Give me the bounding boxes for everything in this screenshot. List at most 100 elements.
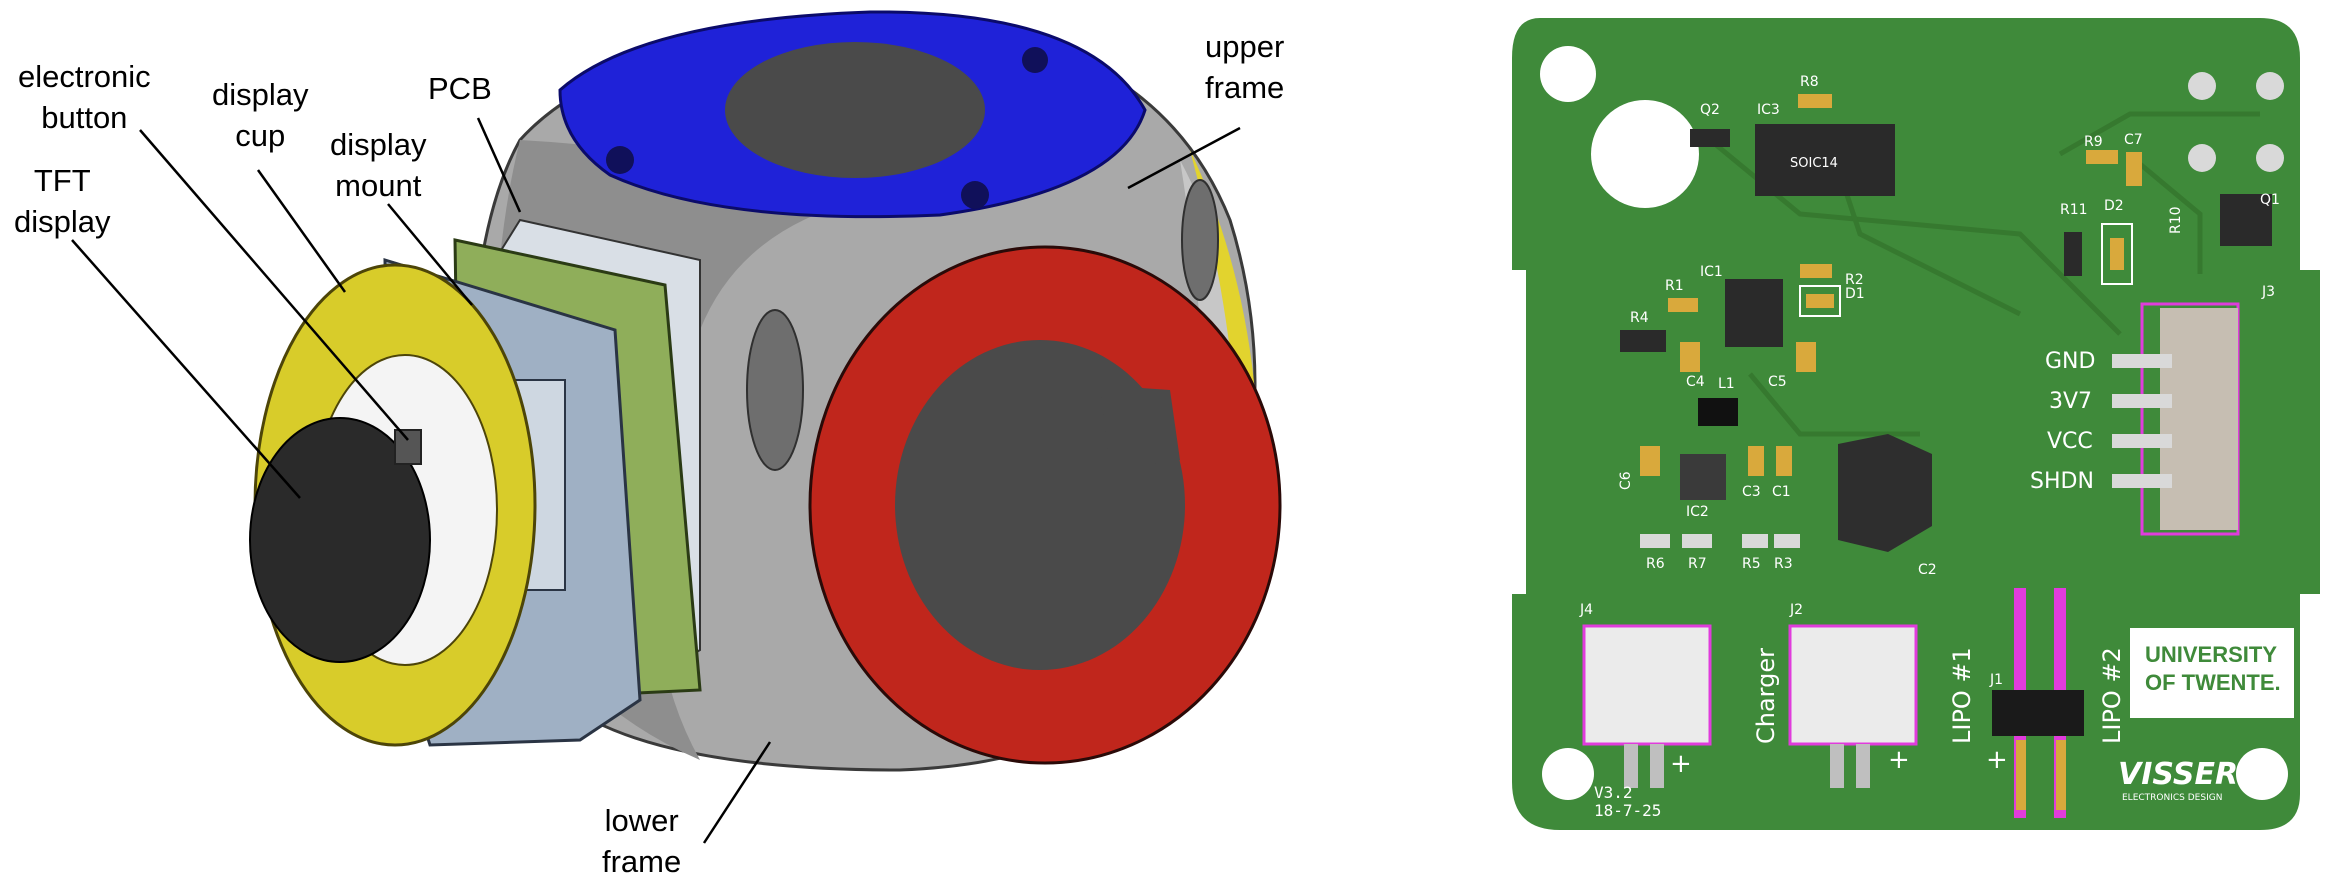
- j2-pin: [1856, 744, 1870, 788]
- pcb-layout: Q2 SOIC14 IC3 R8 R9 C7 Q1 R11 D2 R10 IC1…: [1512, 18, 2320, 830]
- ref-c7: C7: [2124, 132, 2143, 148]
- upper-frame-hole: [1022, 47, 1048, 73]
- r6-body: [1640, 534, 1670, 548]
- q2-body: [1690, 129, 1730, 147]
- ic1-body: [1725, 279, 1783, 347]
- j3-pin: [2112, 434, 2172, 448]
- c3-body: [1748, 446, 1764, 476]
- r5-body: [1742, 534, 1768, 548]
- j3-pin: [2112, 394, 2172, 408]
- mounting-hole: [1540, 46, 1596, 102]
- j3-pin: [2112, 474, 2172, 488]
- tft-display-shape: [249, 417, 431, 663]
- ref-j3: J3: [2261, 284, 2275, 300]
- upper-frame-hole: [606, 146, 634, 174]
- d2-pad: [2110, 238, 2124, 270]
- visser-logo: VISSER: [2118, 757, 2238, 792]
- leader-upper-frame: [1127, 126, 1241, 190]
- date-text: 18-7-25: [1594, 801, 1661, 820]
- label-charger: Charger: [1752, 648, 1780, 744]
- ref-r5: R5: [1742, 556, 1761, 572]
- ref-c4: C4: [1686, 374, 1705, 390]
- j4-pin: [1624, 744, 1638, 788]
- leader-electronic-button: [139, 129, 409, 441]
- c1-body: [1776, 446, 1792, 476]
- ic2-body: [1680, 454, 1726, 500]
- mounting-hole: [2236, 748, 2288, 800]
- ref-r7: R7: [1688, 556, 1707, 572]
- side-slot: [1181, 179, 1219, 301]
- j1-lead: [2016, 740, 2026, 810]
- r2-body: [1800, 264, 1832, 278]
- pad: [2188, 72, 2216, 100]
- l1-body: [1698, 398, 1738, 426]
- ref-r2: R2: [1845, 272, 1864, 288]
- j4-body: [1582, 624, 1712, 746]
- label-electronic-button: electronic button: [18, 59, 151, 135]
- ref-q2: Q2: [1700, 102, 1720, 118]
- pin-label-3v7: 3V7: [2049, 389, 2092, 414]
- side-ring-notch: [1100, 385, 1180, 470]
- j3-body: [2160, 308, 2238, 530]
- ref-j4: J4: [1579, 602, 1593, 618]
- leader-lower-frame: [702, 741, 772, 844]
- pin-label-gnd: GND: [2045, 349, 2095, 374]
- ref-c1: C1: [1772, 484, 1791, 500]
- j2-body: [1788, 624, 1918, 746]
- ref-r8: R8: [1800, 74, 1819, 90]
- j1-lead: [2056, 740, 2066, 810]
- c5-body: [1796, 342, 1816, 372]
- label-lower-frame: lower frame: [602, 803, 682, 879]
- j3-pin: [2112, 354, 2172, 368]
- version-text: V3.2: [1594, 783, 1633, 802]
- c6-body: [1640, 446, 1660, 476]
- pad: [2188, 144, 2216, 172]
- mounting-hole: [1542, 748, 1594, 800]
- j1-body: [1992, 690, 2084, 736]
- d1-pad: [1806, 294, 1834, 308]
- ut-logo-line2: OF TWENTE.: [2145, 670, 2281, 695]
- r11-body: [2064, 232, 2082, 276]
- ref-j2: J2: [1789, 602, 1803, 618]
- j4-plus: +: [1670, 749, 1692, 779]
- ref-c6: C6: [1618, 471, 1634, 490]
- r7-body: [1682, 534, 1712, 548]
- c4-body: [1680, 342, 1700, 372]
- c7-body: [2126, 152, 2142, 186]
- ref-q1: Q1: [2260, 192, 2280, 208]
- upper-frame-hole: [961, 181, 989, 209]
- ref-r1: R1: [1665, 278, 1684, 294]
- ref-r6: R6: [1646, 556, 1665, 572]
- ic3-marking: SOIC14: [1790, 156, 1838, 171]
- j4-pin: [1650, 744, 1664, 788]
- d1-body: [1799, 285, 1841, 317]
- label-tft-display: TFT display: [14, 163, 111, 239]
- ref-ic2: IC2: [1686, 504, 1709, 520]
- visser-sub: ELECTRONICS DESIGN: [2122, 793, 2222, 803]
- ref-c3: C3: [1742, 484, 1761, 500]
- r1-body: [1668, 298, 1698, 312]
- label-display-mount: display mount: [330, 127, 427, 203]
- r4-body: [1620, 330, 1666, 352]
- ut-logo-line1: UNIVERSITY: [2145, 642, 2277, 667]
- mounting-hole: [1591, 100, 1699, 208]
- ref-d2: D2: [2104, 198, 2124, 214]
- ref-ic1: IC1: [1700, 264, 1723, 280]
- side-slot: [746, 309, 804, 471]
- j2-pin: [1830, 744, 1844, 788]
- r9-body: [2086, 150, 2118, 164]
- ref-l1: L1: [1718, 376, 1735, 392]
- r3-body: [1774, 534, 1800, 548]
- pin-label-vcc: VCC: [2047, 429, 2093, 454]
- ref-c5: C5: [1768, 374, 1787, 390]
- r8-body: [1798, 94, 1832, 108]
- leader-pcb: [476, 117, 522, 213]
- leader-tft-display: [71, 239, 301, 499]
- pin-label-shdn: SHDN: [2030, 469, 2094, 494]
- ref-ic3: IC3: [1757, 102, 1780, 118]
- label-pcb: PCB: [428, 71, 492, 106]
- j2-plus: +: [1888, 745, 1910, 775]
- leader-display-mount: [387, 203, 473, 306]
- ref-c2: C2: [1918, 562, 1937, 578]
